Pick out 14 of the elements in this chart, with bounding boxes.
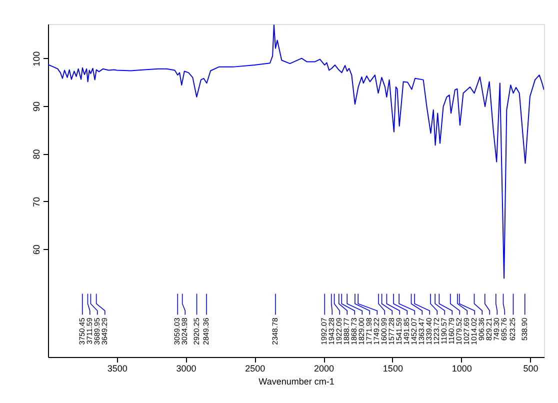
x-tick-label: 3000 [176,364,196,374]
x-tick-label: 500 [523,364,538,374]
x-tick-label: 1500 [382,364,403,374]
y-tick-label: 80 [32,149,42,160]
y-tick-label: 60 [32,244,42,255]
y-tick-label: 100 [32,51,42,66]
x-axis-title: Wavenumber cm-1 [258,376,334,386]
x-tick-label: 2000 [314,364,334,374]
line-series [48,24,544,279]
y-tick-label: 70 [32,196,42,207]
x-tick-label: 2500 [245,364,266,374]
x-tick-label: 3500 [107,364,128,374]
x-tick-label: 1000 [452,364,472,374]
y-tick-label: 90 [32,102,42,112]
